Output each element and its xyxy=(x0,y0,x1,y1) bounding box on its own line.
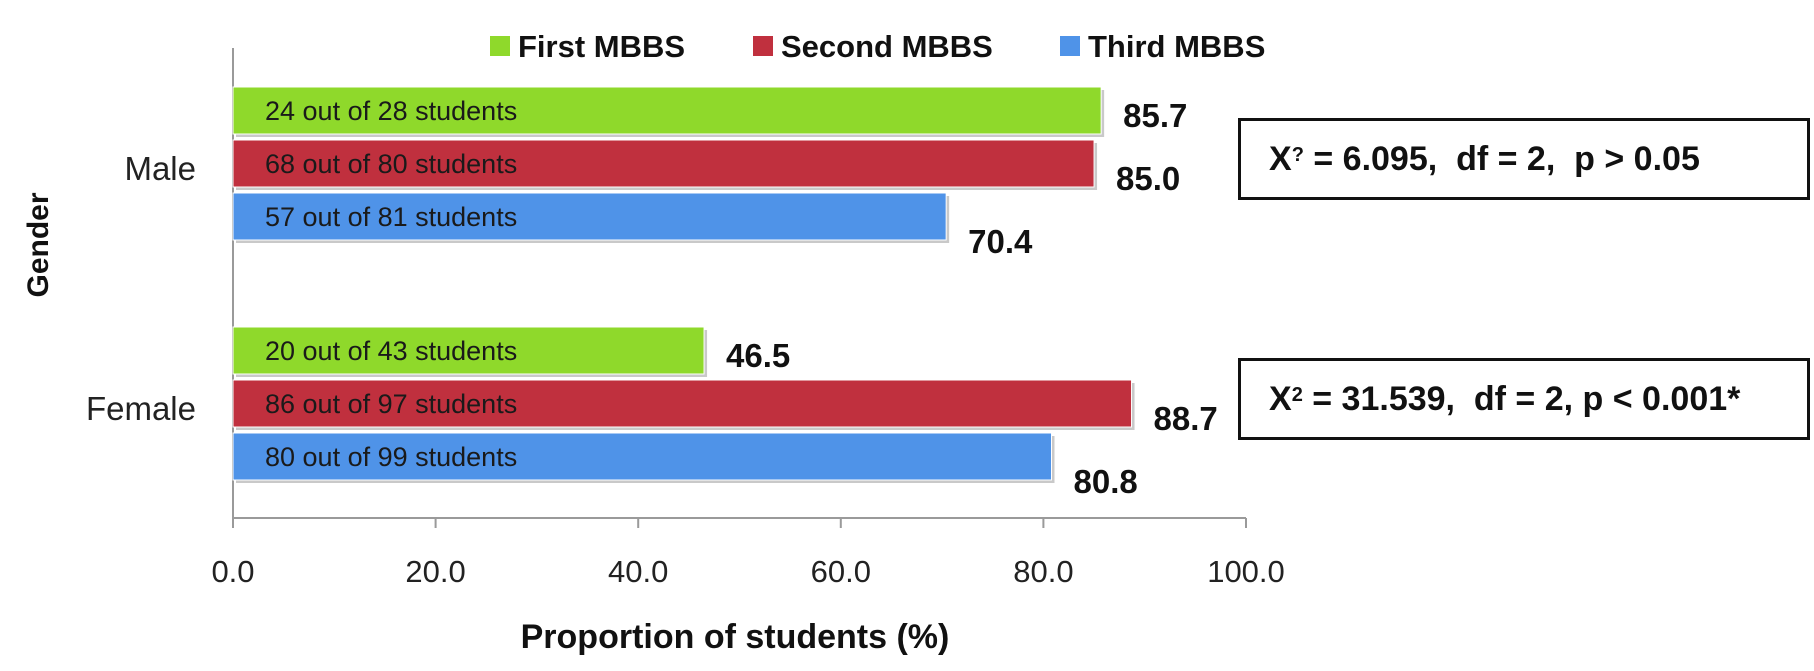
legend: First MBBS Second MBBS Third MBBS xyxy=(490,29,1265,64)
legend-label: First MBBS xyxy=(518,29,685,64)
bar-inner-label: 20 out of 43 students xyxy=(265,336,517,366)
stat-female-symbol: X xyxy=(1269,379,1292,418)
x-tick-label: 0.0 xyxy=(211,554,254,589)
chi-square-male-box: X? = 6.095, df = 2, p > 0.05 xyxy=(1238,118,1810,200)
axes: 0.0 20.0 40.0 60.0 80.0 100.0 Male Female xyxy=(86,48,1285,589)
x-tick-label: 80.0 xyxy=(1013,554,1073,589)
stat-male-superscript: ? xyxy=(1291,143,1304,166)
legend-label: Third MBBS xyxy=(1088,29,1265,64)
x-tick-label: 40.0 xyxy=(608,554,668,589)
y-axis-label: Gender xyxy=(22,192,55,297)
bar-inner-label: 68 out of 80 students xyxy=(265,149,517,179)
bars: 24 out of 28 students 85.7 20 out of 43 st… xyxy=(232,86,1218,500)
bar-value-label: 85.7 xyxy=(1123,97,1187,134)
bar-inner-label: 57 out of 81 students xyxy=(265,202,517,232)
bar-value-label: 88.7 xyxy=(1154,400,1218,437)
legend-swatch xyxy=(1060,36,1080,56)
bar xyxy=(232,86,1102,135)
stat-male-text: = 6.095, df = 2, p > 0.05 xyxy=(1303,139,1700,178)
bar-value-label: 46.5 xyxy=(726,337,790,374)
bar-value-label: 70.4 xyxy=(968,223,1033,260)
bar-inner-label: 80 out of 99 students xyxy=(265,442,517,472)
stat-female-text: = 31.539, df = 2, p < 0.001* xyxy=(1302,379,1741,418)
x-tick-label: 20.0 xyxy=(405,554,465,589)
bar xyxy=(232,139,1095,188)
stat-male-symbol: X xyxy=(1269,139,1292,178)
legend-swatch xyxy=(753,36,773,56)
stat-female-superscript: 2 xyxy=(1291,383,1303,406)
category-label: Male xyxy=(124,150,196,187)
bar-inner-label: 86 out of 97 students xyxy=(265,389,517,419)
bar-inner-label: 24 out of 28 students xyxy=(265,96,517,126)
bar xyxy=(232,192,947,241)
bar xyxy=(232,432,1053,481)
legend-swatch xyxy=(490,36,510,56)
x-axis-label: Proportion of students (%) xyxy=(521,618,950,656)
x-tick-label: 100.0 xyxy=(1207,554,1285,589)
category-label: Female xyxy=(86,390,196,427)
legend-label: Second MBBS xyxy=(781,29,993,64)
x-tick-label: 60.0 xyxy=(811,554,871,589)
bar xyxy=(232,326,705,375)
bar xyxy=(232,379,1133,428)
bar-value-label: 80.8 xyxy=(1074,463,1138,500)
bar-value-label: 85.0 xyxy=(1116,160,1180,197)
